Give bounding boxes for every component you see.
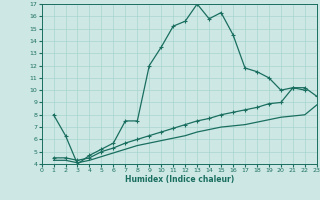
X-axis label: Humidex (Indice chaleur): Humidex (Indice chaleur) <box>124 175 234 184</box>
